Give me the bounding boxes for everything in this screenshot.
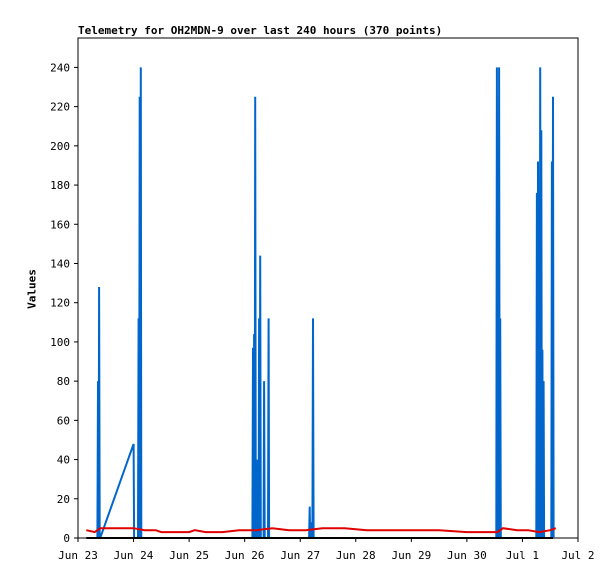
y-tick-label: 200: [50, 140, 70, 153]
x-tick-label: Jun 30: [447, 549, 487, 562]
y-tick-label: 20: [57, 493, 70, 506]
y-tick-label: 220: [50, 101, 70, 114]
x-tick-label: Jul 2: [561, 549, 594, 562]
x-tick-label: Jun 25: [169, 549, 209, 562]
x-tick-label: Jun 23: [58, 549, 98, 562]
y-tick-label: 240: [50, 61, 70, 74]
y-tick-label: 80: [57, 375, 70, 388]
y-tick-label: 140: [50, 257, 70, 270]
x-tick-label: Jun 28: [336, 549, 376, 562]
x-tick-label: Jun 26: [225, 549, 265, 562]
plot-area-frame: [77, 37, 579, 539]
x-axis: Jun 23 Jun 24 Jun 25 Jun 26 Jun 27 Jun 28 Jun …: [58, 538, 595, 562]
chart-title: Telemetry for OH2MDN-9 over last 240 hou…: [78, 24, 443, 37]
x-tick-label: Jun 27: [280, 549, 320, 562]
y-tick-label: 60: [57, 414, 70, 427]
y-axis: 0 20 40 60 80 100 120 140 160 180 200 220 240: [50, 61, 78, 545]
y-tick-label: 40: [57, 454, 70, 467]
y-tick-label: 120: [50, 297, 70, 310]
y-tick-label: 0: [63, 532, 70, 545]
y-tick-label: 180: [50, 179, 70, 192]
series-layer: [86, 67, 557, 539]
x-tick-label: Jul 1: [506, 549, 539, 562]
x-tick-label: Jun 24: [114, 549, 154, 562]
y-tick-label: 100: [50, 336, 70, 349]
x-tick-label: Jun 29: [391, 549, 431, 562]
series-line-2: [86, 527, 557, 534]
y-tick-label: 160: [50, 218, 70, 231]
